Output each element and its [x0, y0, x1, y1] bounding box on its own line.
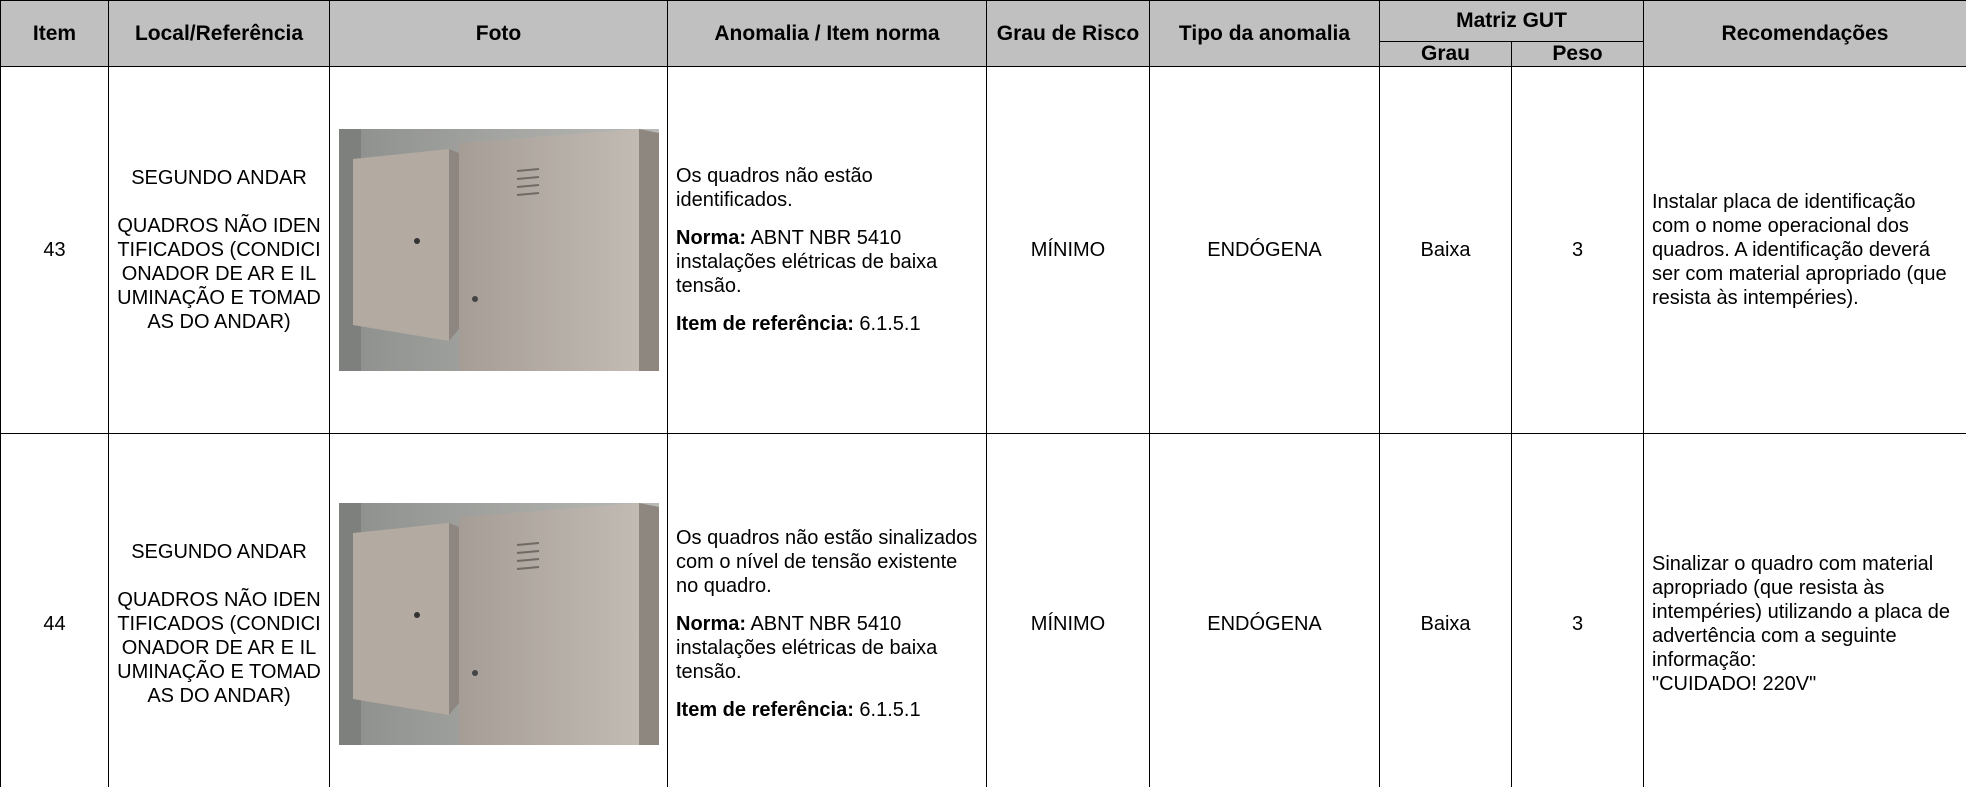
header-grau: Grau — [1379, 41, 1512, 67]
anomaly-description: Os quadros não estão identificados. — [676, 165, 873, 211]
cell-item: 43 — [0, 66, 109, 434]
local-line: SEGUNDO ANDAR — [131, 540, 307, 563]
item-ref-label: Item de referência: — [676, 313, 854, 335]
header-tipo: Tipo da anomalia — [1149, 0, 1380, 67]
cell-item: 44 — [0, 433, 109, 787]
recommendation-line: "CUIDADO! 220V" — [1652, 672, 1817, 695]
header-grau-risco: Grau de Risco — [986, 0, 1150, 67]
cell-local: SEGUNDO ANDAR QUADROS NÃO IDENTIFICADOS (… — [108, 433, 330, 787]
anomaly-description: Os quadros não estão sinalizados com o n… — [676, 526, 978, 597]
header-peso: Peso — [1511, 41, 1644, 67]
anomaly-norma: Norma: ABNT NBR 5410 instalações elétric… — [676, 612, 978, 684]
cell-local: SEGUNDO ANDAR QUADROS NÃO IDENTIFICADOS (… — [108, 66, 330, 434]
cell-grau: Baixa — [1379, 433, 1512, 787]
anomaly-norma: Norma: ABNT NBR 5410 instalações elétric… — [676, 226, 978, 298]
header-anomalia: Anomalia / Item norma — [667, 0, 987, 67]
table-row: 43 SEGUNDO ANDAR QUADROS NÃO IDENTIFICADOS… — [0, 66, 1966, 434]
local-line: SEGUNDO ANDAR — [131, 167, 307, 189]
table-body: 43 SEGUNDO ANDAR QUADROS NÃO IDENTIFICADOS… — [0, 66, 1966, 787]
header-foto: Foto — [329, 0, 668, 67]
cell-grau-risco: MÍNIMO — [986, 433, 1150, 787]
cell-grau-risco: MÍNIMO — [986, 66, 1150, 434]
cell-tipo: ENDÓGENA — [1149, 66, 1380, 434]
recommendation-line: Sinalizar o quadro com material apropria… — [1652, 552, 1950, 671]
cell-anomalia: Os quadros não estão identificados. Norma… — [667, 66, 987, 434]
header-item: Item — [0, 0, 109, 67]
cell-anomalia: Os quadros não estão sinalizados com o n… — [667, 433, 987, 787]
cell-recomendacoes: Sinalizar o quadro com material apropria… — [1643, 433, 1966, 787]
item-ref-text: 6.1.5.1 — [859, 313, 921, 335]
cell-peso: 3 — [1511, 433, 1644, 787]
header-local: Local/Referência — [108, 0, 330, 67]
anomaly-item-ref: Item de referência: 6.1.5.1 — [676, 698, 978, 722]
table-row: 44 SEGUNDO ANDAR QUADROS NÃO IDENTIFICADOS… — [0, 433, 1966, 787]
norma-label: Norma: — [676, 227, 747, 249]
cell-grau: Baixa — [1379, 66, 1512, 434]
norma-text: ABNT NBR 5410 instalações elétricas de b… — [676, 612, 938, 683]
cell-peso: 3 — [1511, 66, 1644, 434]
item-ref-label: Item de referência: — [676, 698, 854, 721]
local-line: QUADROS NÃO IDENTIFICADOS (CONDICIONADOR… — [117, 215, 321, 333]
norma-label: Norma: — [676, 612, 747, 635]
header-matriz: Matriz GUT — [1379, 0, 1644, 42]
local-line: QUADROS NÃO IDENTIFICADOS (CONDICIONADOR… — [117, 588, 321, 707]
photo — [338, 502, 659, 745]
item-ref-text: 6.1.5.1 — [859, 698, 921, 721]
cell-recomendacoes: Instalar placa de identificação com o no… — [1643, 66, 1966, 434]
header-recomendacoes: Recomendações — [1643, 0, 1966, 67]
cell-photo — [329, 433, 668, 787]
norma-text: ABNT NBR 5410 instalações elétricas de b… — [676, 227, 938, 297]
cell-photo — [329, 66, 668, 434]
photo — [338, 129, 659, 371]
anomaly-item-ref: Item de referência: 6.1.5.1 — [676, 312, 978, 336]
cell-tipo: ENDÓGENA — [1149, 433, 1380, 787]
recommendation-line: Instalar placa de identificação com o no… — [1652, 191, 1947, 309]
